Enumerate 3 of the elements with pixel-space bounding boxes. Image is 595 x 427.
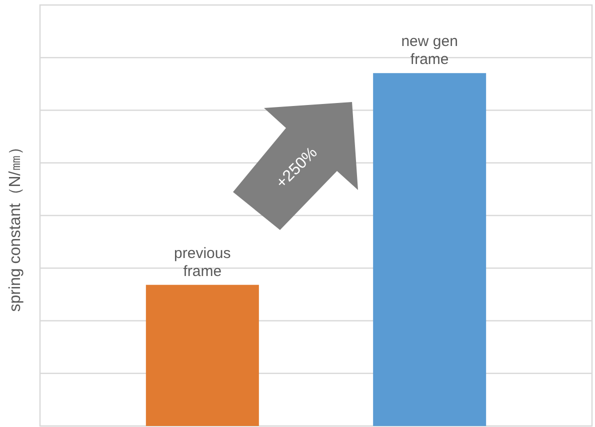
x-tick-label: previous frame (173, 244, 232, 281)
x-tick-label: new gen frame (400, 33, 459, 70)
y-axis-title: spring constant（N/㎜） (7, 139, 24, 312)
